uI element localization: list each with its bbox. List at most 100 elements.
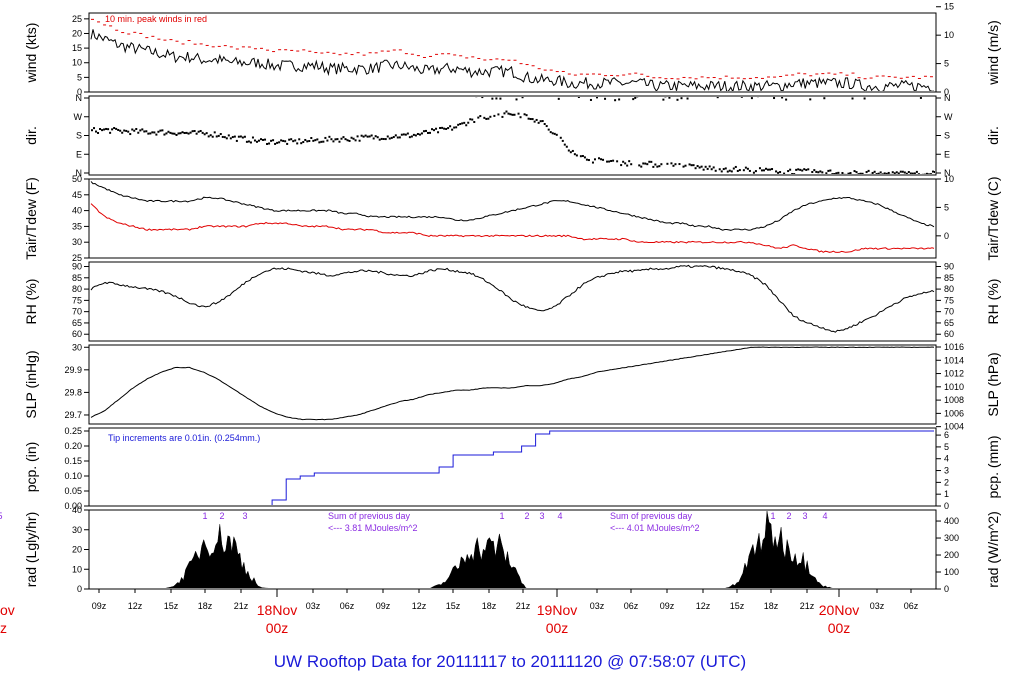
series-wind-direction-point (903, 171, 906, 174)
series-wind-direction-point (451, 128, 454, 131)
series-wind-direction-point (813, 169, 816, 172)
series-wind-direction-point (471, 118, 474, 121)
series-wind-direction-point (897, 172, 900, 174)
left-tick-label: W (74, 112, 83, 122)
series-wind-direction-point (801, 169, 804, 172)
series-wind-direction-point (422, 130, 425, 133)
series-wind-direction-point (207, 135, 210, 138)
series-wind-direction-point (155, 133, 158, 136)
series-wind-direction-point (519, 116, 522, 119)
right-axis-title: wind (m/s) (985, 20, 1001, 86)
left-axis-title: wind (kts) (23, 23, 39, 84)
series-wind-direction-point (769, 168, 772, 171)
series-wind-direction-point (889, 173, 892, 174)
series-wind-direction-point (485, 117, 488, 120)
series-wind-direction-point (549, 131, 552, 134)
series-wind-direction-point (239, 135, 242, 138)
series-wind-direction-point (591, 161, 594, 164)
series-wind-direction-point (533, 120, 536, 123)
series-wind-direction-point (662, 98, 665, 101)
left-tick-label: 35 (72, 221, 82, 231)
right-tick-label: 1012 (944, 369, 964, 379)
right-tick-label: 10 (944, 30, 954, 40)
series-wind-direction-point (648, 160, 651, 163)
series-wind-direction-point (173, 132, 176, 135)
daily-sum-line2: <--- 3.81 MJoules/m^2 (328, 523, 418, 533)
left-tick-label: 0.00 (64, 501, 82, 511)
series-wind-direction-point (712, 166, 715, 169)
series-wind-direction-point (535, 118, 538, 121)
series-wind-direction-point (915, 170, 918, 173)
series-wind-direction-point (531, 118, 534, 121)
series-wind-direction-point (652, 165, 655, 168)
x-tick-label: 03z (870, 601, 885, 611)
right-tick-label: E (944, 149, 950, 159)
series-wind-direction-point (541, 120, 544, 123)
series-wind-direction-point (233, 135, 236, 138)
series-wind-direction-point (746, 167, 749, 170)
series-wind-direction-point (929, 173, 932, 174)
series-cumulative-precip (271, 430, 934, 505)
right-tick-label: 1010 (944, 382, 964, 392)
series-wind-direction-point (398, 136, 401, 139)
panel-temp: 25 30 35 40 45 50 0 5 10 Tair/Tdew (F) Tair/Tdew (… (23, 174, 1001, 263)
left-axis-title: dir. (23, 126, 39, 145)
series-wind-direction-point (521, 97, 524, 99)
series-wind-direction-point (314, 139, 317, 142)
hour-mark-label: 3 (539, 511, 544, 521)
series-wind-direction-point (537, 121, 540, 124)
series-wind-direction-point (461, 122, 464, 125)
left-tick-label: 0.25 (64, 426, 82, 436)
series-wind-direction-point (553, 132, 556, 135)
series-wind-direction-point (368, 135, 371, 138)
series-wind-direction-point (923, 173, 926, 174)
left-tick-label: 0 (77, 584, 82, 594)
series-wind-direction-point (390, 136, 393, 139)
series-wind-direction-point (917, 173, 920, 174)
panel-frame (88, 261, 937, 342)
series-wind-direction-point (827, 169, 830, 172)
series-wind-direction-point (885, 172, 888, 174)
series-wind-direction-point (211, 135, 214, 138)
series-wind-direction-point (551, 132, 554, 135)
series-wind-direction-point (175, 133, 178, 136)
series-wind-direction-point (750, 97, 753, 100)
hour-mark-label: 3 (802, 511, 807, 521)
series-wind-direction-point (346, 139, 349, 142)
series-wind-direction-point (352, 137, 355, 140)
series-wind-direction-point (249, 141, 252, 144)
series-wind-direction-point (459, 123, 462, 126)
x-tick-label: 03z (306, 601, 321, 611)
series-wind-direction-point (103, 128, 106, 131)
series-wind-direction-point (861, 172, 864, 174)
left-tick-label: N (76, 93, 83, 103)
series-wind-direction-point (672, 164, 675, 167)
right-tick-label: N (944, 93, 951, 103)
left-axis-title: Tair/Tdew (F) (23, 177, 39, 259)
series-wind-direction-point (268, 142, 271, 145)
series-wind-direction-point (253, 139, 256, 142)
left-tick-label: 10 (72, 564, 82, 574)
series-wind-direction-point (475, 97, 478, 98)
series-wind-direction-point (374, 135, 377, 138)
series-wind-direction-point (839, 173, 842, 174)
right-tick-label: 2 (944, 477, 949, 487)
series-wind-direction-point (821, 171, 824, 174)
series-wind-direction-point (545, 125, 548, 128)
series-wind-direction-point (133, 129, 136, 132)
series-wind-direction-point (734, 165, 737, 168)
series-wind-direction-point (736, 169, 739, 172)
series-wind-direction-point (298, 138, 301, 141)
x-tick-label: 09z (376, 601, 391, 611)
series-wind-direction-point (509, 113, 512, 116)
daily-sum-line1: Sum of previous day (610, 511, 693, 521)
series-wind-direction-point (483, 116, 486, 119)
series-wind-direction-point (189, 131, 192, 134)
series-wind-direction-point (163, 133, 166, 136)
series-wind-direction-point (585, 158, 588, 161)
series-wind-direction-point (499, 97, 502, 100)
series-wind-direction-point (777, 171, 780, 174)
right-tick-label: 5 (944, 59, 949, 69)
left-tick-label: N (76, 168, 83, 178)
series-wind-direction-point (187, 132, 190, 135)
